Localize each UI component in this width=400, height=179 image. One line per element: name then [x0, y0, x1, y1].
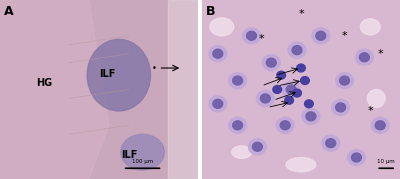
- Circle shape: [304, 100, 313, 108]
- Circle shape: [312, 28, 330, 44]
- Circle shape: [233, 76, 242, 85]
- Circle shape: [233, 121, 242, 130]
- Circle shape: [229, 72, 246, 89]
- Ellipse shape: [367, 90, 385, 107]
- Circle shape: [336, 103, 346, 112]
- Circle shape: [262, 55, 280, 71]
- Text: *: *: [258, 34, 264, 44]
- Text: B: B: [206, 5, 216, 18]
- Circle shape: [256, 90, 274, 107]
- Ellipse shape: [210, 18, 234, 36]
- Circle shape: [293, 89, 301, 97]
- Circle shape: [213, 99, 223, 108]
- Circle shape: [285, 96, 294, 104]
- Ellipse shape: [87, 39, 150, 111]
- Circle shape: [280, 121, 290, 130]
- Circle shape: [297, 64, 305, 72]
- Circle shape: [277, 71, 286, 79]
- Ellipse shape: [232, 146, 252, 158]
- Circle shape: [242, 28, 260, 44]
- Circle shape: [282, 81, 300, 98]
- Circle shape: [266, 58, 276, 67]
- Circle shape: [375, 121, 385, 130]
- Circle shape: [306, 112, 316, 121]
- Circle shape: [356, 49, 373, 65]
- Text: *: *: [368, 106, 373, 116]
- Circle shape: [360, 53, 369, 62]
- Text: *: *: [342, 31, 347, 41]
- Ellipse shape: [286, 158, 316, 172]
- Circle shape: [273, 86, 282, 93]
- Circle shape: [286, 85, 296, 94]
- Ellipse shape: [121, 134, 164, 170]
- Circle shape: [352, 153, 361, 162]
- Text: *: *: [377, 49, 383, 59]
- Circle shape: [246, 31, 256, 40]
- Ellipse shape: [360, 19, 380, 35]
- Circle shape: [260, 94, 270, 103]
- Circle shape: [292, 46, 302, 55]
- Polygon shape: [0, 0, 109, 179]
- Circle shape: [371, 117, 389, 133]
- Circle shape: [332, 99, 350, 115]
- Circle shape: [322, 135, 340, 151]
- Circle shape: [326, 139, 336, 148]
- Text: A: A: [4, 5, 14, 18]
- Polygon shape: [168, 0, 198, 179]
- Circle shape: [300, 77, 309, 84]
- Circle shape: [276, 117, 294, 133]
- Circle shape: [340, 76, 350, 85]
- Circle shape: [213, 49, 223, 58]
- Circle shape: [348, 149, 365, 166]
- Circle shape: [336, 72, 354, 89]
- Text: HG: HG: [36, 78, 52, 88]
- Circle shape: [229, 117, 246, 133]
- Text: 100 µm: 100 µm: [132, 159, 153, 164]
- Circle shape: [316, 31, 326, 40]
- Text: ILF: ILF: [99, 69, 115, 79]
- Text: •: •: [152, 64, 157, 72]
- Text: 10 µm: 10 µm: [377, 159, 395, 164]
- Text: *: *: [298, 9, 304, 19]
- Circle shape: [288, 42, 306, 58]
- Circle shape: [252, 142, 262, 151]
- Circle shape: [209, 46, 227, 62]
- Circle shape: [248, 139, 266, 155]
- Text: ILF: ILF: [121, 149, 137, 159]
- Circle shape: [302, 108, 320, 124]
- Circle shape: [209, 96, 227, 112]
